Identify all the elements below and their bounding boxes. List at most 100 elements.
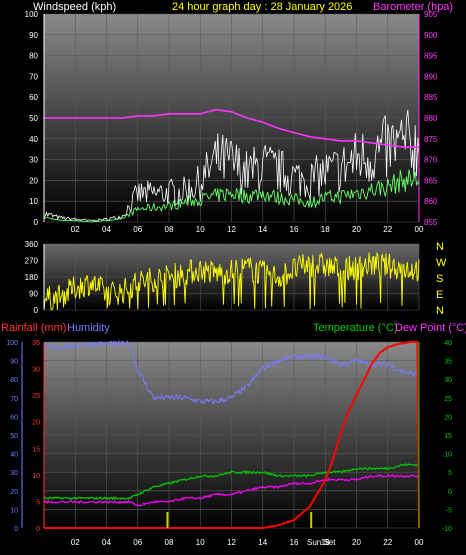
windspeed-series-line (43, 109, 420, 222)
wind-ytick-label: 80 (29, 52, 38, 61)
humidity-ytick-label: 70 (10, 396, 18, 403)
wind-xtick-label: 10 (196, 225, 205, 234)
wind-direction-series-line (43, 251, 420, 311)
rain-xtick-label: 00 (415, 538, 424, 547)
rain-xtick-label: 16 (290, 538, 299, 547)
barometer-ytick-label: 900 (424, 31, 438, 40)
wind-ytick-label: 20 (29, 176, 38, 185)
barometer-ytick-label: 885 (424, 93, 438, 102)
barometer-ytick-label: 870 (424, 156, 438, 165)
rain-xtick-label: 14 (258, 538, 267, 547)
wind-xtick-label: 14 (258, 225, 267, 234)
temperature-ytick-label: 10 (444, 452, 452, 459)
temperature-ytick-label: 25 (444, 396, 452, 403)
humidity-ytick-label: 30 (10, 470, 18, 477)
temperature-axis-title: Temperature (°C) (313, 322, 397, 334)
rain-xtick-label: 06 (133, 538, 142, 547)
humidity-ytick-label: 100 (6, 340, 18, 347)
windspeed-axis-title: Windspeed (kph) (33, 1, 116, 13)
chart-title: 24 hour graph day : 28 January 2026 (172, 1, 352, 13)
direction-ytick-label: 90 (29, 290, 38, 299)
barometer-ytick-label: 855 (424, 218, 438, 227)
dewpoint-series-line (43, 473, 420, 507)
rain-xtick-label: 20 (352, 538, 361, 547)
humidity-axis-title: Humidity (67, 322, 110, 334)
barometer-ytick-label: 890 (424, 72, 438, 81)
humidity-ytick-label: 50 (10, 433, 18, 440)
barometer-ytick-label: 860 (424, 197, 438, 206)
wind-ytick-label: 60 (29, 93, 38, 102)
rain-ytick-label: 15 (32, 446, 40, 453)
temperature-ytick-label: 0 (448, 489, 452, 496)
rain-xtick-label: 08 (165, 538, 174, 547)
compass-n-bottom: N (436, 305, 444, 317)
rainfall-series-line (44, 341, 420, 529)
wind-xtick-label: 02 (71, 225, 80, 234)
wind-ytick-label: 40 (29, 135, 38, 144)
wind-xtick-label: 20 (352, 225, 361, 234)
rain-ytick-label: 20 (32, 420, 40, 427)
sunset-label: Sun Set (307, 538, 336, 547)
wind-xtick-label: 18 (321, 225, 330, 234)
wind-xtick-label: 12 (227, 225, 236, 234)
humidity-ytick-label: 60 (10, 414, 18, 421)
rain-xtick-label: 18 (321, 538, 330, 547)
rain-ytick-label: 25 (32, 393, 40, 400)
humidity-ytick-label: 10 (10, 507, 18, 514)
humidity-ytick-label: 90 (10, 359, 18, 366)
compass-s: S (436, 273, 443, 285)
wind-xtick-label: 22 (383, 225, 392, 234)
wind-xtick-label: 00 (415, 225, 424, 234)
dewpoint-axis-title: Dew Point (°C) (395, 322, 466, 334)
temperature-ytick-label: 20 (444, 414, 452, 421)
wind-ytick-label: 30 (29, 156, 38, 165)
rain-ytick-label: 0 (36, 526, 40, 533)
barometer-ytick-label: 905 (424, 10, 438, 19)
wind-ytick-label: 10 (29, 197, 38, 206)
temperature-ytick-label: 35 (444, 359, 452, 366)
compass-e: E (436, 289, 443, 301)
rainfall-axis-title: Rainfall (mm) (1, 322, 66, 334)
temperature-ytick-label: 15 (444, 433, 452, 440)
barometer-axis-title: Barometer (hpa) (373, 1, 453, 13)
compass-n-top: N (436, 241, 444, 253)
wind-average-series-line (43, 169, 420, 223)
wind-ytick-label: 70 (29, 72, 38, 81)
rain-ytick-label: 30 (32, 367, 40, 374)
barometer-ytick-label: 895 (424, 52, 438, 61)
wind-xtick-label: 08 (165, 225, 174, 234)
rain-xtick-label: 02 (71, 538, 80, 547)
wind-xtick-label: 06 (133, 225, 142, 234)
humidity-series-line (43, 339, 420, 405)
direction-ytick-label: 0 (34, 306, 39, 315)
temperature-ytick-label: -10 (442, 526, 452, 533)
barometer-ytick-label: 880 (424, 114, 438, 123)
rain-ytick-label: 35 (32, 340, 40, 347)
barometer-ytick-label: 875 (424, 135, 438, 144)
barometer-ytick-label: 865 (424, 176, 438, 185)
rain-xtick-label: 10 (196, 538, 205, 547)
humidity-ytick-label: 20 (10, 489, 18, 496)
direction-ytick-label: 270 (25, 257, 39, 266)
rain-ytick-label: 5 (36, 499, 40, 506)
temperature-ytick-label: -5 (446, 507, 452, 514)
temperature-ytick-label: 30 (444, 377, 452, 384)
rain-xtick-label: 22 (383, 538, 392, 547)
wind-xtick-label: 04 (102, 225, 111, 234)
wind-ytick-label: 90 (29, 31, 38, 40)
humidity-ytick-label: 0 (14, 526, 18, 533)
rain-xtick-label: 04 (102, 538, 111, 547)
direction-ytick-label: 180 (25, 273, 39, 282)
wind-xtick-label: 16 (290, 225, 299, 234)
temperature-ytick-label: 5 (448, 470, 452, 477)
wind-ytick-label: 0 (34, 218, 39, 227)
barometer-series-line (44, 108, 419, 148)
rain-xtick-label: 12 (227, 538, 236, 547)
direction-ytick-label: 360 (25, 240, 39, 249)
rain-ytick-label: 10 (32, 473, 40, 480)
wind-ytick-label: 50 (29, 114, 38, 123)
compass-w: W (436, 257, 447, 269)
temperature-ytick-label: 40 (444, 340, 452, 347)
